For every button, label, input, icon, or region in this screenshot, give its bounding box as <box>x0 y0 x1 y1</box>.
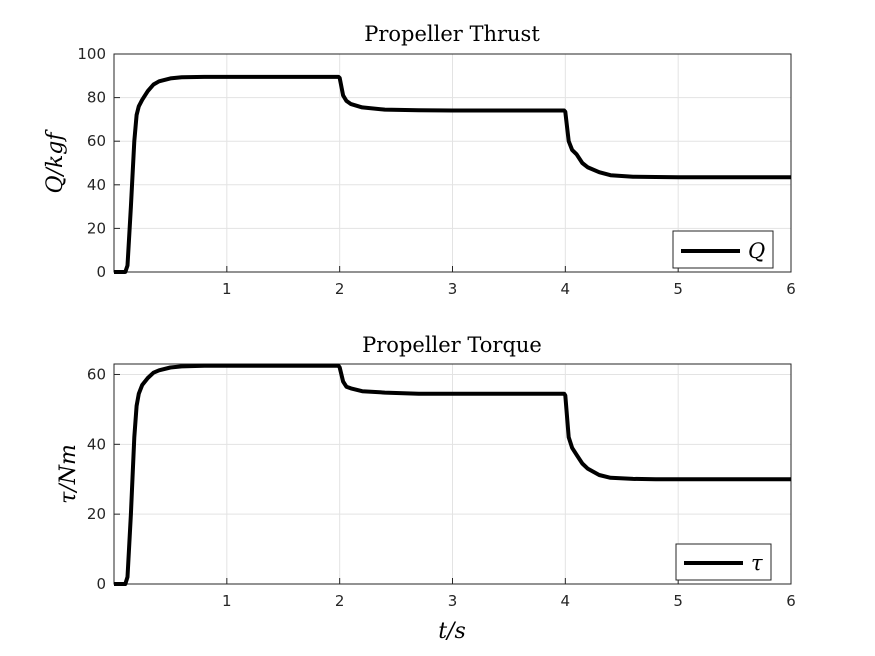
thrust-legend-label: Q <box>748 239 765 263</box>
thrust-y-axis-label: Q/kgf <box>43 129 68 194</box>
thrust-x-tick-label: 2 <box>335 280 345 298</box>
torque-series-line <box>114 363 791 586</box>
torque-y-axis-label: τ/Nm <box>56 444 81 504</box>
torque-x-tick-label: 4 <box>561 592 571 610</box>
thrust-x-tick-label: 5 <box>673 280 683 298</box>
torque-legend-label: τ <box>751 551 763 575</box>
torque-legend: τ <box>675 543 772 581</box>
thrust-y-tick-label: 100 <box>77 45 106 63</box>
thrust-grid <box>114 54 791 272</box>
thrust-x-tick-label: 3 <box>448 280 458 298</box>
thrust-title: Propeller Thrust <box>364 22 540 46</box>
torque-x-tick-label: 3 <box>448 592 458 610</box>
thrust-y-tick-label: 80 <box>87 89 106 107</box>
torque-x-tick-label: 6 <box>786 592 796 610</box>
thrust-x-tick-label: 6 <box>786 280 796 298</box>
torque-x-tick-label: 5 <box>673 592 683 610</box>
torque-grid <box>114 364 791 584</box>
torque-x-tick-label: 1 <box>222 592 232 610</box>
torque-y-tick-label: 20 <box>87 505 106 523</box>
torque-x-axis-label: t/s <box>438 619 466 644</box>
torque-y-tick-label: 0 <box>96 575 106 593</box>
thrust-x-tick-label: 4 <box>561 280 571 298</box>
torque-y-tick-label: 60 <box>87 365 106 383</box>
thrust-y-tick-label: 0 <box>96 263 106 281</box>
thrust-y-tick-label: 40 <box>87 176 106 194</box>
thrust-x-tick-label: 1 <box>222 280 232 298</box>
thrust-series-line <box>114 74 791 274</box>
torque-y-tick-label: 40 <box>87 435 106 453</box>
thrust-y-tick-label: 20 <box>87 219 106 237</box>
thrust-y-tick-label: 60 <box>87 132 106 150</box>
torque-title: Propeller Torque <box>362 333 542 357</box>
torque-x-tick-label: 2 <box>335 592 345 610</box>
thrust-legend: Q <box>672 230 774 269</box>
